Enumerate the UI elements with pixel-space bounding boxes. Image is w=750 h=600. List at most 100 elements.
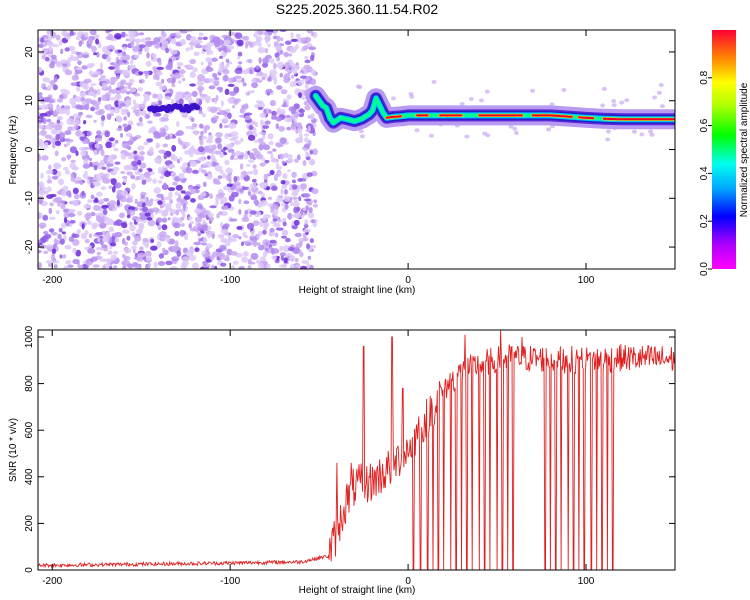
noise-blob [101,115,106,121]
noise-blob [250,230,255,237]
noise-blob [169,198,174,205]
noise-blob [79,265,84,269]
noise-blob [195,43,201,47]
noise-blob [513,130,519,135]
noise-blob [230,264,235,269]
noise-blob [270,157,278,163]
noise-blob [249,68,253,75]
noise-blob [70,159,76,163]
noise-blob [122,195,127,200]
noise-blob [96,88,101,96]
noise-blob [175,202,182,210]
noise-blob [75,67,83,71]
noise-blob [126,98,131,105]
noise-blob [189,58,197,65]
colorbar-tick-label: 0.4 [699,166,710,180]
noise-blob [188,223,192,229]
colorbar-tick-label: 0.6 [699,118,710,132]
noise-blob [182,77,186,82]
noise-blob [189,220,195,225]
noise-blob [250,252,259,260]
noise-blob [286,126,292,131]
noise-blob [46,194,54,200]
noise-blob [53,264,58,269]
noise-blob [59,254,63,259]
noise-blob [106,156,114,163]
noise-blob [130,40,135,48]
noise-blob [43,43,47,47]
noise-blob [58,94,64,99]
noise-blob [109,97,117,101]
noise-blob [92,264,100,268]
noise-blob [287,70,293,75]
noise-blob [100,75,106,79]
noise-blob [184,95,189,101]
noise-blob [219,170,224,174]
noise-blob [205,67,214,72]
noise-blob [242,251,249,257]
noise-blob [185,125,193,130]
spectrogram-xtick-label: 0 [405,275,411,286]
noise-blob [302,207,307,212]
noise-blob [305,156,311,161]
noise-blob [132,99,137,105]
noise-blob [161,30,165,35]
noise-blob [244,115,251,121]
noise-blob [55,61,62,68]
noise-blob [111,142,116,148]
noise-blob [187,216,193,220]
noise-blob [306,30,313,34]
noise-blob [237,56,241,60]
noise-blob [302,160,307,167]
noise-blob [220,148,226,153]
noise-blob [39,212,43,217]
noise-blob [69,220,76,224]
noise-blob [255,73,261,77]
noise-blob [145,200,154,207]
noise-blob [200,61,204,66]
noise-blob [72,258,80,265]
noise-blob [110,254,117,261]
noise-blob [170,98,175,105]
noise-blob [97,97,102,102]
noise-blob [297,238,304,242]
noise-blob [278,171,282,176]
noise-blob [148,127,157,133]
noise-blob [300,265,308,269]
noise-blob [294,111,299,119]
noise-blob [303,67,309,74]
noise-blob [208,78,216,83]
noise-blob [84,213,92,220]
noise-blob [238,198,242,205]
ridge-core-red [577,116,595,120]
noise-blob [72,199,79,207]
noise-blob [253,240,258,248]
noise-blob [283,195,291,203]
noise-blob [154,157,163,164]
noise-blob [91,256,98,262]
noise-blob [95,38,100,45]
noise-blob [133,103,140,109]
noise-blob [280,89,288,95]
noise-blob [224,88,230,96]
noise-blob [131,136,138,141]
noise-blob [241,77,245,83]
noise-blob [75,51,81,56]
noise-blob [68,212,76,218]
noise-blob [144,212,151,217]
noise-blob [44,56,50,62]
noise-blob [93,181,101,187]
noise-blob [219,109,225,115]
noise-blob [252,220,260,227]
noise-blob [103,216,110,222]
noise-blob [206,51,211,56]
noise-blob [273,174,278,181]
noise-blob [48,42,54,46]
noise-blob [225,58,230,63]
colorbar-tick-label: 0.8 [699,70,710,84]
noise-blob [175,132,180,136]
noise-blob [231,191,239,198]
noise-blob [243,200,250,205]
noise-blob [202,260,208,267]
noise-blob [89,161,93,167]
